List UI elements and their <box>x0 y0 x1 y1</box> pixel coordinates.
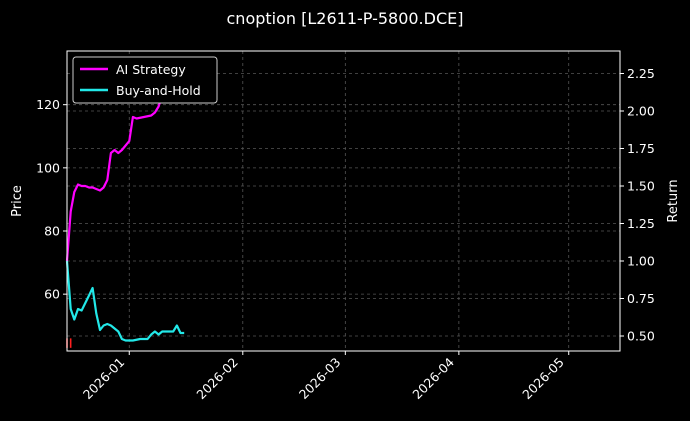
y-tick-label-right: 1.50 <box>627 179 655 194</box>
y-tick-label-right: 2.00 <box>627 104 655 119</box>
y-tick-label-right: 2.25 <box>627 66 655 81</box>
y-tick-label-left: 60 <box>44 287 60 302</box>
legend-label-ai-strategy: AI Strategy <box>116 62 186 77</box>
series-line-buy-and-hold <box>65 260 185 342</box>
y-axis-label-left: Price <box>10 185 25 217</box>
y-tick-label-left: 120 <box>36 97 60 112</box>
legend-label-buy-and-hold: Buy-and-Hold <box>116 83 201 98</box>
y-tick-label-right: 1.00 <box>627 254 655 269</box>
y-tick-label-left: 100 <box>36 160 60 175</box>
y-tick-label-left: 80 <box>44 224 60 239</box>
chart-title: cnoption [L2611-P-5800.DCE] <box>227 9 464 28</box>
legend-box <box>72 56 218 104</box>
y-tick-label-right: 1.75 <box>627 141 655 156</box>
y-axis-label-right: Return <box>666 179 681 222</box>
legend: AI Strategy Buy-and-Hold <box>72 56 218 104</box>
y-tick-label-right: 0.75 <box>627 291 655 306</box>
y-tick-label-right: 0.50 <box>627 329 655 344</box>
plot-frame <box>66 50 621 352</box>
y-tick-label-right: 1.25 <box>627 216 655 231</box>
